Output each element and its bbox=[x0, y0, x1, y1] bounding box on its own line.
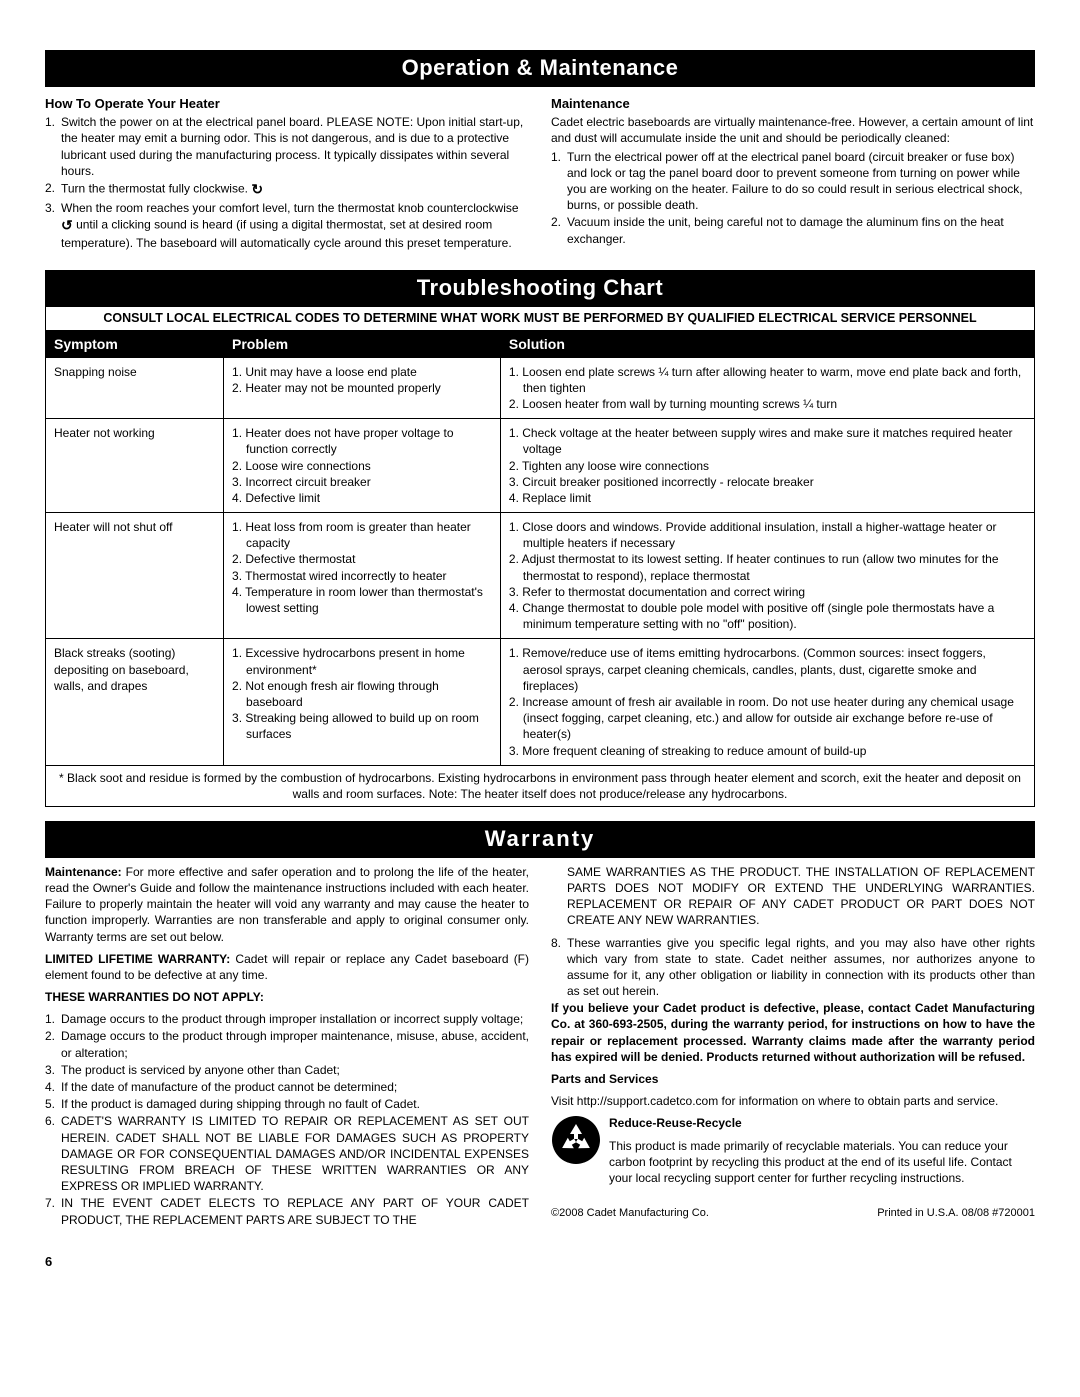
warranty-exclusions-list: Damage occurs to the product through imp… bbox=[45, 1011, 529, 1227]
cell-symptom: Snapping noise bbox=[46, 357, 224, 419]
how-to-item: Turn the thermostat fully clockwise. ↻ bbox=[45, 180, 529, 199]
warranty-item8: These warranties give you specific legal… bbox=[551, 935, 1035, 1000]
how-to-item: Switch the power on at the electrical pa… bbox=[45, 114, 529, 179]
copyright-text: ©2008 Cadet Manufacturing Co. bbox=[551, 1206, 709, 1221]
th-symptom: Symptom bbox=[46, 331, 224, 357]
maintenance-list: Turn the electrical power off at the ele… bbox=[551, 149, 1035, 247]
warranty-right-column: SAME WARRANTIES AS THE PRODUCT. THE INST… bbox=[551, 864, 1035, 1229]
table-row: Snapping noise1. Unit may have a loose e… bbox=[46, 357, 1035, 419]
warranty-exclusion-item: If the product is damaged during shippin… bbox=[45, 1096, 529, 1112]
how-to-item-text-a: When the room reaches your comfort level… bbox=[61, 201, 519, 215]
recycle-row: Reduce-Reuse-Recycle This product is mad… bbox=[551, 1115, 1035, 1192]
warranty-left-column: Maintenance: For more effective and safe… bbox=[45, 864, 529, 1229]
recycle-icon bbox=[551, 1115, 601, 1165]
table-row: Heater not working1. Heater does not hav… bbox=[46, 419, 1035, 513]
th-problem: Problem bbox=[224, 331, 501, 357]
parts-heading: Parts and Services bbox=[551, 1071, 1035, 1087]
warranty-limited-para: LIMITED LIFETIME WARRANTY: Cadet will re… bbox=[45, 951, 529, 983]
how-to-heading: How To Operate Your Heater bbox=[45, 95, 529, 113]
maintenance-column: Maintenance Cadet electric baseboards ar… bbox=[551, 91, 1035, 252]
troubleshooting-table: Symptom Problem Solution Snapping noise1… bbox=[45, 331, 1035, 766]
maintenance-item: Vacuum inside the unit, being careful no… bbox=[551, 214, 1035, 246]
table-row: Heater will not shut off1. Heat loss fro… bbox=[46, 513, 1035, 639]
page-number: 6 bbox=[45, 1253, 1035, 1271]
warranty-item8-list: These warranties give you specific legal… bbox=[551, 935, 1035, 1000]
cell-symptom: Heater will not shut off bbox=[46, 513, 224, 639]
troubleshooting-banner: Troubleshooting Chart bbox=[45, 270, 1035, 307]
consult-notice: CONSULT LOCAL ELECTRICAL CODES TO DETERM… bbox=[45, 307, 1035, 331]
warranty-exclusion-item: IN THE EVENT CADET ELECTS TO REPLACE ANY… bbox=[45, 1195, 529, 1227]
troubleshooting-footnote: * Black soot and residue is formed by th… bbox=[45, 766, 1035, 807]
how-to-item-text-b: until a clicking sound is heard (if usin… bbox=[61, 218, 512, 250]
recycle-text-block: Reduce-Reuse-Recycle This product is mad… bbox=[609, 1115, 1035, 1192]
how-to-list: Switch the power on at the electrical pa… bbox=[45, 114, 529, 251]
maintenance-intro: Cadet electric baseboards are virtually … bbox=[551, 114, 1035, 146]
counterclockwise-icon: ↺ bbox=[61, 216, 73, 235]
operation-maintenance-columns: How To Operate Your Heater Switch the po… bbox=[45, 91, 1035, 252]
maintenance-item: Turn the electrical power off at the ele… bbox=[551, 149, 1035, 214]
clockwise-icon: ↻ bbox=[251, 180, 263, 199]
warranty-section: Warranty Maintenance: For more effective… bbox=[45, 821, 1035, 1229]
cell-symptom: Heater not working bbox=[46, 419, 224, 513]
warranty-banner: Warranty bbox=[45, 821, 1035, 858]
cell-problem: 1. Heater does not have proper voltage t… bbox=[224, 419, 501, 513]
cell-solution: 1. Loosen end plate screws ¼ turn after … bbox=[500, 357, 1034, 419]
warranty-maintenance-para: Maintenance: For more effective and safe… bbox=[45, 864, 529, 945]
cell-solution: 1. Close doors and windows. Provide addi… bbox=[500, 513, 1034, 639]
warranty-exclusion-item: If the date of manufacture of the produc… bbox=[45, 1079, 529, 1095]
parts-text: Visit http://support.cadetco.com for inf… bbox=[551, 1093, 1035, 1109]
how-to-item-text: Turn the thermostat fully clockwise. bbox=[61, 182, 248, 196]
footer-row: ©2008 Cadet Manufacturing Co. Printed in… bbox=[551, 1206, 1035, 1221]
cell-solution: 1. Check voltage at the heater between s… bbox=[500, 419, 1034, 513]
table-row: Black streaks (sooting) depositing on ba… bbox=[46, 639, 1035, 765]
how-to-column: How To Operate Your Heater Switch the po… bbox=[45, 91, 529, 252]
warranty-exclusion-item: CADET'S WARRANTY IS LIMITED TO REPAIR OR… bbox=[45, 1113, 529, 1194]
warranty-exclusion-item: Damage occurs to the product through imp… bbox=[45, 1028, 529, 1060]
cell-problem: 1. Heat loss from room is greater than h… bbox=[224, 513, 501, 639]
warranty-cont-para: SAME WARRANTIES AS THE PRODUCT. THE INST… bbox=[551, 864, 1035, 929]
recycle-text: This product is made primarily of recycl… bbox=[609, 1138, 1035, 1187]
warranty-exclusions-heading: THESE WARRANTIES DO NOT APPLY: bbox=[45, 989, 529, 1005]
warranty-maint-label: Maintenance: bbox=[45, 865, 126, 879]
cell-solution: 1. Remove/reduce use of items emitting h… bbox=[500, 639, 1034, 765]
warranty-exclusion-item: The product is serviced by anyone other … bbox=[45, 1062, 529, 1078]
troubleshooting-section: Troubleshooting Chart CONSULT LOCAL ELEC… bbox=[45, 270, 1035, 807]
warranty-contact-para: If you believe your Cadet product is def… bbox=[551, 1000, 1035, 1065]
warranty-exclusion-item: Damage occurs to the product through imp… bbox=[45, 1011, 529, 1027]
warranty-limited-label: LIMITED LIFETIME WARRANTY: bbox=[45, 952, 235, 966]
maintenance-heading: Maintenance bbox=[551, 95, 1035, 113]
how-to-item: When the room reaches your comfort level… bbox=[45, 200, 529, 251]
cell-problem: 1. Excessive hydrocarbons present in hom… bbox=[224, 639, 501, 765]
operation-maintenance-banner: Operation & Maintenance bbox=[45, 50, 1035, 87]
cell-problem: 1. Unit may have a loose end plate2. Hea… bbox=[224, 357, 501, 419]
cell-symptom: Black streaks (sooting) depositing on ba… bbox=[46, 639, 224, 765]
printed-text: Printed in U.S.A. 08/08 #720001 bbox=[877, 1206, 1035, 1221]
th-solution: Solution bbox=[500, 331, 1034, 357]
recycle-heading: Reduce-Reuse-Recycle bbox=[609, 1115, 1035, 1131]
